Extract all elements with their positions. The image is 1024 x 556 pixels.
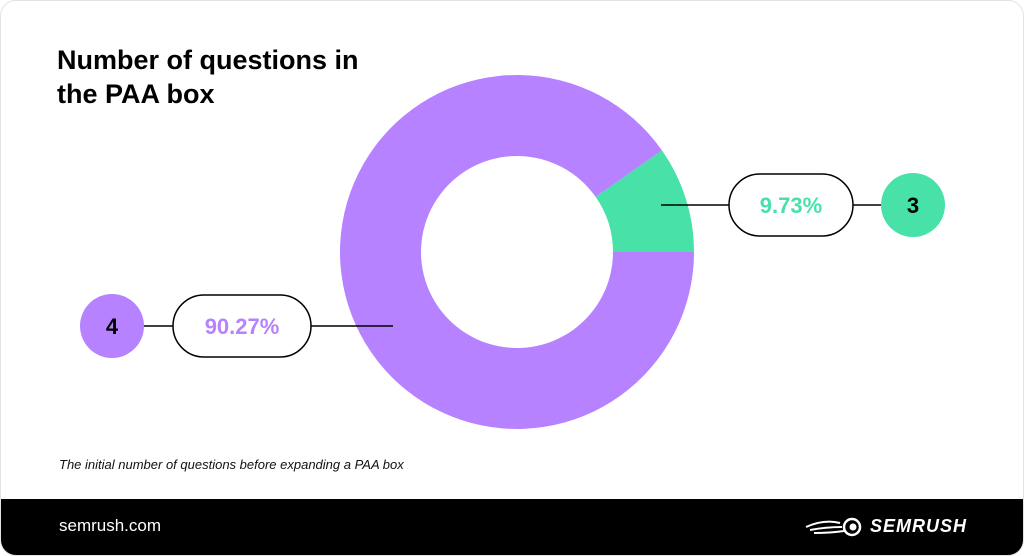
chart-title: Number of questions in the PAA box: [57, 45, 359, 109]
donut-slice-4: [339, 74, 694, 430]
data-label-4: 90.27%: [205, 314, 280, 339]
data-label-3: 9.73%: [760, 193, 822, 218]
label-pill-3: [728, 173, 854, 237]
label-pill-4: [172, 294, 312, 358]
footer: semrush.com SEMRUSH: [1, 499, 1023, 555]
site-url[interactable]: semrush.com: [59, 516, 162, 535]
category-label-3: 3: [907, 193, 919, 218]
semrush-logo: SEMRUSH: [804, 516, 967, 537]
category-label-4: 4: [106, 314, 119, 339]
fireball-icon: [805, 517, 862, 536]
category-badge-3: [881, 173, 945, 237]
donut-slice-3: [595, 150, 694, 252]
category-badge-4: [80, 294, 144, 358]
brand-name: SEMRUSH: [869, 516, 967, 536]
chart-caption: The initial number of questions before e…: [59, 457, 404, 472]
